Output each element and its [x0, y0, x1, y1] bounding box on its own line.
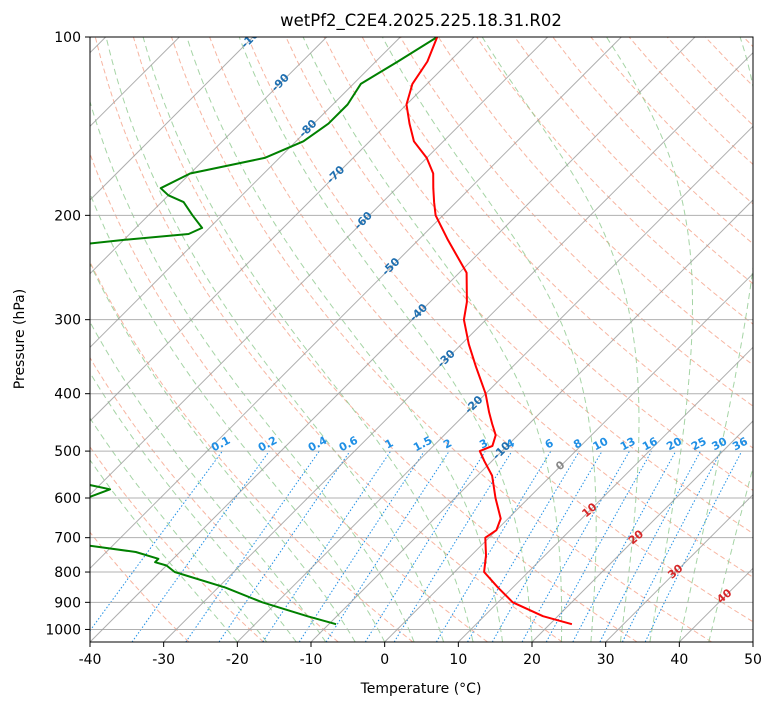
isotherms — [90, 37, 753, 642]
moist-adiabat-line — [678, 37, 753, 642]
dry-adiabat-line — [94, 37, 563, 642]
y-tick-label: 500 — [54, 444, 81, 460]
dry-adiabat-line — [90, 446, 264, 642]
mixing-ratio-label: 30 — [710, 435, 730, 454]
moist-adiabat-line — [105, 37, 445, 642]
x-tick-label: -40 — [79, 652, 102, 668]
isotherm-line — [310, 199, 753, 642]
dry-adiabat-line — [437, 37, 753, 366]
moist-adiabat-line — [90, 417, 268, 642]
moist-adiabat-line — [90, 192, 386, 642]
x-tick-label: -20 — [226, 652, 249, 668]
axes: -40 -30 -20 -10 0 10 20 30 40 50 100 200 300 400 500 60… — [45, 30, 762, 668]
mixing-ratio-label: 16 — [640, 435, 660, 454]
isotherm-line — [90, 37, 622, 570]
dry-adiabat-line — [171, 37, 712, 642]
x-tick-label: -30 — [152, 652, 175, 668]
isotherm-line — [90, 37, 549, 496]
moist-adiabats — [90, 37, 753, 642]
moist-adiabat-line — [302, 37, 563, 642]
x-tick-label: 30 — [597, 652, 615, 668]
mixing-ratio-label: 10 — [591, 434, 611, 453]
isotherm-line — [90, 37, 328, 275]
moist-adiabat-line — [606, 37, 693, 642]
moist-adiabat-line — [90, 459, 238, 642]
y-tick-label: 600 — [54, 491, 81, 507]
moist-adiabat-line — [90, 321, 327, 642]
y-tick-label: 700 — [54, 531, 81, 547]
dry-adiabat-line — [247, 37, 753, 578]
dry-adiabats — [90, 37, 753, 642]
mixing-ratio-label: 36 — [730, 435, 750, 454]
x-tick-label: -10 — [300, 652, 323, 668]
y-tick-label: 300 — [54, 313, 81, 329]
dry-adiabat-line — [399, 37, 753, 407]
isotherm-line — [531, 420, 753, 642]
dry-adiabat-line — [514, 37, 753, 285]
moist-adiabat-line — [238, 37, 533, 642]
moist-adiabat-line — [90, 371, 297, 642]
isotherm-line — [457, 346, 753, 642]
dry-adiabat-line — [361, 37, 753, 449]
moist-adiabat-line — [90, 262, 356, 642]
isotherm-line — [236, 125, 753, 642]
isotherm-line — [605, 493, 753, 642]
isotherm-line — [163, 51, 753, 642]
y-tick-label: 400 — [54, 387, 81, 403]
isotherm-line — [90, 37, 401, 349]
temperature-profile — [405, 37, 573, 626]
moist-adiabat-line — [186, 37, 503, 642]
y-tick-label: 900 — [54, 595, 81, 611]
sounding-profiles — [90, 37, 573, 626]
isotherm-line — [90, 37, 475, 422]
x-tick-label: 0 — [380, 652, 389, 668]
x-tick-label: 40 — [670, 652, 688, 668]
y-axis-title: Pressure (hPa) — [12, 289, 28, 389]
mixing-ratio-label: 25 — [689, 435, 709, 454]
chart-title: wetPf2_C2E4.2025.225.18.31.R02 — [280, 11, 562, 31]
x-tick-label: 20 — [523, 652, 541, 668]
isotherm-line — [90, 37, 254, 201]
pressure-gridlines — [90, 37, 753, 630]
dry-adiabat-line — [132, 37, 638, 642]
x-tick-label: 50 — [744, 652, 762, 668]
y-tick-label: 100 — [54, 30, 81, 46]
moist-adiabat-line — [381, 37, 597, 642]
dry-adiabat-line — [285, 37, 753, 535]
mixing-ratio-label: 20 — [664, 434, 684, 453]
y-tick-label: 1000 — [45, 622, 81, 638]
isotherm-line — [90, 37, 696, 642]
y-tick-label: 800 — [54, 565, 81, 581]
mixing-ratio-label: 13 — [618, 435, 638, 454]
plot-frame — [89, 36, 754, 643]
dewpoint-profile — [90, 37, 438, 626]
dry-adiabat-line — [90, 356, 339, 642]
dry-adiabat-line — [209, 37, 753, 623]
plot-area: 0.10.20.40.611.52346810131620253036-100-… — [90, 37, 753, 642]
y-tick-label: 200 — [54, 208, 81, 224]
dry-adiabat-line — [90, 531, 190, 642]
moist-adiabat-line — [708, 465, 753, 642]
moist-adiabat-line — [142, 37, 474, 642]
dry-adiabat-line — [323, 37, 753, 491]
x-tick-label: 10 — [449, 652, 467, 668]
dry-adiabat-line — [90, 152, 488, 642]
x-axis-title: Temperature (°C) — [360, 681, 482, 697]
moist-adiabat-line — [481, 37, 640, 642]
